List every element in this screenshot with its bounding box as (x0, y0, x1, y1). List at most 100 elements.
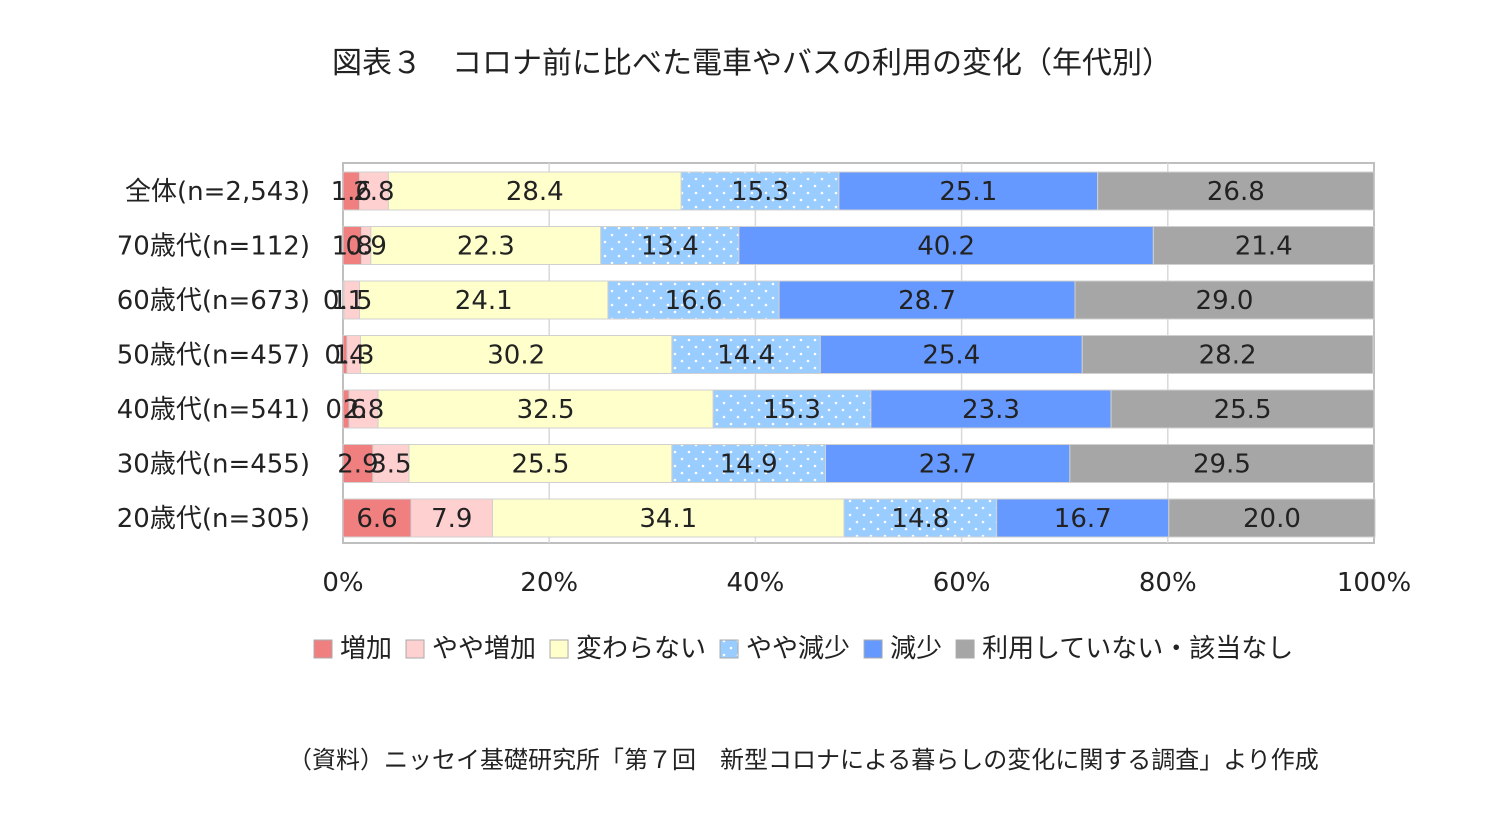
data-label: 14.4 (717, 341, 775, 371)
legend: 増加 やや増加 変わらない やや減少 減少 利用していない・該当なし (313, 634, 1293, 664)
bar-segment (1152, 226, 1375, 265)
bar-segment (1097, 171, 1375, 211)
data-label: 0.9 (346, 232, 387, 262)
bar-segment (348, 389, 379, 429)
bar-segment (410, 498, 493, 538)
data-labels: 1.62.8 28.4 15.3 25.1 26.81.80.9 22.3 13.4 40.2… (323, 177, 1301, 534)
bar-segment (1081, 335, 1374, 374)
data-label: 28.7 (898, 286, 956, 316)
legend-swatch (863, 639, 883, 659)
bar-segment (491, 498, 845, 538)
legend-swatch (955, 639, 975, 659)
data-label: 29.0 (1196, 286, 1254, 316)
bar-segment (996, 498, 1170, 538)
bar-segment (738, 226, 1154, 265)
data-label: 2.8 (343, 395, 384, 425)
legend-label: やや増加 (432, 634, 536, 664)
category-label: 20歳代(n=305) (117, 504, 310, 534)
legend-swatch (719, 639, 739, 659)
category-label: 全体(n=2,543) (125, 177, 310, 207)
data-label: 30.2 (487, 341, 545, 371)
bar-segment (671, 444, 827, 483)
data-label: 14.8 (891, 504, 949, 534)
bar-segment (342, 444, 374, 483)
x-axis-ticks: 0% 20% 40% 60% 80% 100% (322, 568, 1411, 598)
bar-segment (778, 280, 1076, 320)
source-note: （資料）ニッセイ基礎研究所「第７回 新型コロナによる暮らしの変化に関する調査」よ… (288, 746, 1319, 774)
data-label: 23.3 (962, 395, 1020, 425)
legend-label: やや減少 (746, 634, 850, 664)
x-tick-label: 40% (727, 568, 785, 598)
data-label: 14.9 (720, 450, 778, 480)
bar-segment (358, 171, 389, 211)
legend-swatch (549, 639, 569, 659)
category-label: 70歳代(n=112) (117, 232, 310, 262)
bar-segment (358, 280, 609, 320)
category-label: 60歳代(n=673) (117, 286, 310, 316)
bar-segment (1168, 498, 1376, 538)
bar-segment (360, 335, 673, 374)
category-label: 50歳代(n=457) (117, 341, 310, 371)
data-label: 1.6 (331, 177, 372, 207)
x-tick-label: 80% (1139, 568, 1197, 598)
data-label: 1.5 (331, 286, 372, 316)
bar-segment (712, 389, 872, 429)
legend-swatch (313, 639, 333, 659)
bar-segment (870, 389, 1112, 429)
data-label: 25.5 (1214, 395, 1272, 425)
x-tick-label: 60% (933, 568, 991, 598)
bar-segment (1069, 444, 1375, 483)
data-label: 6.6 (356, 504, 397, 534)
legend-label: 増加 (340, 634, 392, 664)
bar-segment (1074, 280, 1375, 320)
bar-segment (607, 280, 780, 320)
bar-segment (377, 389, 714, 429)
data-label: 32.5 (517, 395, 575, 425)
data-label: 16.7 (1054, 504, 1112, 534)
category-labels: 全体(n=2,543) 70歳代(n=112) 60歳代(n=673) 50歳代(n=… (117, 177, 310, 534)
data-label: 26.8 (1207, 177, 1265, 207)
data-label: 15.3 (763, 395, 821, 425)
bar-segment (843, 498, 998, 538)
bar-segment (1110, 389, 1375, 429)
data-label: 22.3 (457, 232, 515, 262)
data-label: 7.9 (431, 504, 472, 534)
bar-segment (372, 444, 410, 483)
data-label: 28.4 (506, 177, 564, 207)
data-label: 40.2 (917, 232, 975, 262)
bar-segment (600, 226, 740, 265)
bar-segment (387, 171, 682, 211)
data-label: 0.4 (324, 341, 365, 371)
bar-segment (819, 335, 1083, 374)
bars (342, 171, 1376, 538)
data-label: 16.6 (665, 286, 723, 316)
legend-label: 利用していない・該当なし (982, 634, 1293, 664)
x-tick-label: 100% (1337, 568, 1411, 598)
data-label: 23.7 (919, 450, 977, 480)
data-label: 3.5 (370, 450, 411, 480)
category-label: 40歳代(n=541) (117, 395, 310, 425)
data-label: 21.4 (1235, 232, 1293, 262)
legend-swatch (405, 639, 425, 659)
data-label: 29.5 (1193, 450, 1251, 480)
data-label: 25.1 (939, 177, 997, 207)
data-label: 28.2 (1199, 341, 1257, 371)
data-label: 0.6 (325, 395, 366, 425)
data-label: 15.3 (731, 177, 789, 207)
category-label: 30歳代(n=455) (117, 450, 310, 480)
bar-segment (342, 498, 412, 538)
data-label: 2.8 (353, 177, 394, 207)
data-label: 25.5 (511, 450, 569, 480)
data-label: 20.0 (1243, 504, 1301, 534)
data-label: 13.4 (641, 232, 699, 262)
chart-title: 図表３ コロナ前に比べた電車やバスの利用の変化（年代別） (332, 46, 1172, 81)
bar-segment (370, 226, 602, 265)
data-label: 1.8 (332, 232, 373, 262)
x-tick-label: 0% (322, 568, 363, 598)
legend-label: 変わらない (576, 634, 706, 664)
x-tick-label: 20% (520, 568, 578, 598)
data-label: 1.3 (333, 341, 374, 371)
data-label: 2.9 (337, 450, 378, 480)
data-label: 24.1 (455, 286, 513, 316)
